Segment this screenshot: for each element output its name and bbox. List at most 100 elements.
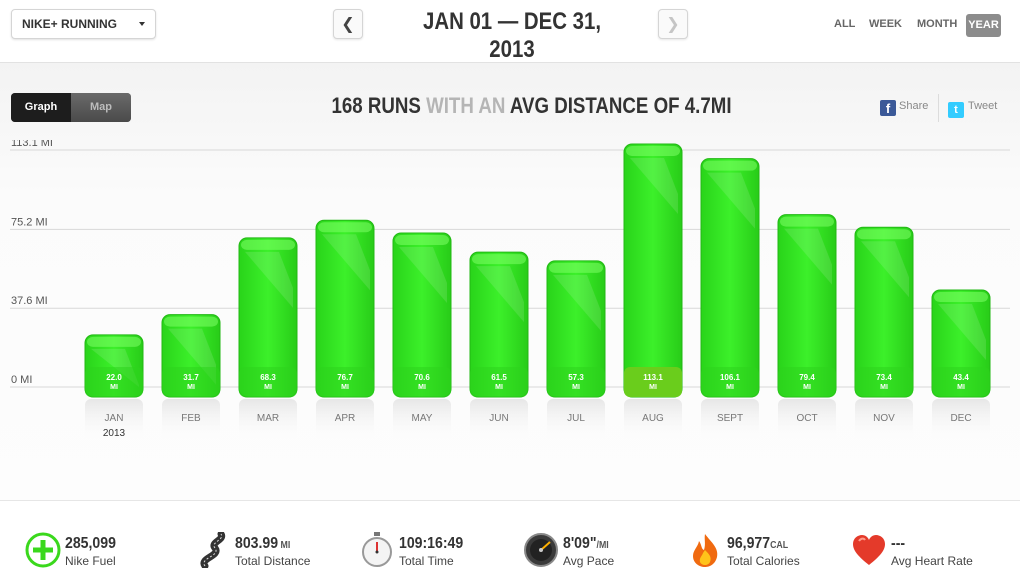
y-tick-label: 0 MI	[11, 374, 32, 386]
x-tick-label: APR	[335, 413, 356, 424]
stat-value: 803.99	[235, 535, 279, 552]
bar-cap	[857, 229, 911, 240]
stat-label: Total Time	[399, 554, 454, 568]
bar-label-band	[932, 367, 990, 397]
next-period-button[interactable]: ❯	[658, 9, 688, 39]
graph-view-button[interactable]: Graph	[11, 93, 71, 122]
bar-gloss	[476, 266, 524, 323]
bar-mar[interactable]: 68.3 MI MAR	[238, 237, 298, 440]
stat-unit: /MI	[596, 540, 609, 551]
x-tick-label: JAN	[105, 413, 124, 424]
speedometer-icon	[524, 533, 558, 567]
bar-cap	[164, 316, 218, 327]
bar-value-label: 31.7	[183, 373, 199, 382]
bar-label-band	[701, 367, 759, 397]
stat-label: Avg Heart Rate	[891, 554, 973, 568]
stat-value: 285,099	[65, 535, 116, 552]
bar-unit-label: MI	[957, 384, 965, 391]
bar-gloss	[322, 234, 370, 291]
y-tick-label: 37.6 MI	[11, 295, 48, 307]
facebook-share-button[interactable]: f Share	[880, 100, 928, 116]
stat-unit: MI	[278, 540, 291, 551]
stat-label: Total Calories	[727, 554, 800, 568]
app-select-dropdown[interactable]: NIKE+ RUNNING	[11, 9, 156, 39]
bar-jun[interactable]: 61.5 MI JUN	[469, 251, 529, 440]
bar-label-band	[470, 367, 528, 397]
bar-gloss	[784, 228, 832, 285]
share-label: Share	[899, 100, 929, 112]
y-tick-label: 113.1 MI	[11, 140, 53, 149]
nike-fuel-plus-icon	[25, 532, 61, 568]
bar-value-label: 70.6	[414, 373, 430, 382]
bar-gloss	[707, 172, 755, 229]
bar-apr[interactable]: 76.7 MI APR	[315, 219, 375, 440]
chevron-left-icon: ❮	[341, 14, 355, 33]
bar-reflection	[316, 399, 374, 440]
x-tick-label: MAY	[412, 413, 433, 424]
x-tick-label: MAR	[257, 413, 279, 424]
bar-value-label: 43.4	[953, 373, 969, 382]
map-view-button[interactable]: Map	[71, 93, 131, 122]
bar-may[interactable]: 70.6 MI MAY	[392, 232, 452, 440]
stopwatch-icon	[362, 532, 392, 567]
period-all-button[interactable]: ALL	[834, 18, 856, 30]
stat-value: 8'09"	[563, 535, 597, 552]
bar-sept[interactable]: 106.1 MI SEPT	[700, 158, 760, 440]
app-select-label: NIKE+ RUNNING	[22, 17, 118, 31]
bar-dec[interactable]: 43.4 MI DEC	[931, 289, 991, 440]
caret-down-icon	[139, 22, 145, 26]
bar-label-band	[316, 367, 374, 397]
chevron-right-icon: ❯	[666, 14, 680, 33]
bar-unit-label: MI	[418, 384, 426, 391]
twitter-icon: t	[948, 102, 964, 118]
heart-icon	[853, 535, 885, 565]
bar-cap	[934, 292, 988, 303]
bar-value-label: 76.7	[337, 373, 353, 382]
bar-gloss	[553, 274, 601, 331]
previous-period-button[interactable]: ❮	[333, 9, 363, 39]
bar-jan[interactable]: 22.0 MI JAN	[84, 334, 144, 440]
bar-feb[interactable]: 31.7 MI FEB	[161, 314, 221, 440]
bar-label-band	[85, 367, 143, 397]
bar-unit-label: MI	[803, 384, 811, 391]
headline-runs: 168 RUNS	[331, 93, 427, 118]
bar-label-band	[855, 367, 913, 397]
bar-unit-label: MI	[264, 384, 272, 391]
headline-avg: AVG DISTANCE OF 4.7MI	[505, 93, 732, 118]
stat-value: 96,977	[727, 535, 771, 552]
bar-label-band	[624, 367, 682, 397]
bar-cap	[395, 235, 449, 246]
bar-value-label: 79.4	[799, 373, 815, 382]
summary-headline: 168 RUNS WITH AN AVG DISTANCE OF 4.7MI	[331, 93, 732, 119]
bar-oct[interactable]: 79.4 MI OCT	[777, 214, 837, 440]
x-tick-label: DEC	[950, 413, 971, 424]
period-month-button[interactable]: MONTH	[917, 18, 958, 30]
bar-unit-label: MI	[572, 384, 580, 391]
bar-aug[interactable]: 113.1 MI AUG	[623, 143, 683, 440]
bar-label-band	[547, 367, 605, 397]
period-year-button[interactable]: YEAR	[966, 14, 1001, 37]
tweet-button[interactable]: t Tweet	[948, 100, 997, 118]
bar-jul[interactable]: 57.3 MI JUL	[546, 260, 606, 440]
stat-value: 109:16:49	[399, 535, 464, 552]
bar-value-label: 61.5	[491, 373, 507, 382]
x-tick-label: OCT	[796, 413, 817, 424]
x-tick-label: FEB	[181, 413, 201, 424]
bar-unit-label: MI	[726, 384, 734, 391]
bar-reflection	[393, 399, 451, 440]
bar-nov[interactable]: 73.4 MI NOV	[854, 226, 914, 440]
bar-unit-label: MI	[649, 384, 657, 391]
bar-cap	[472, 254, 526, 265]
bar-gloss	[630, 158, 678, 214]
road-icon	[200, 532, 226, 568]
bar-reflection	[85, 399, 143, 440]
bar-cap	[241, 239, 295, 250]
x-tick-label: JUL	[567, 413, 585, 424]
bar-reflection	[162, 399, 220, 440]
bar-gloss	[861, 241, 909, 298]
x-tick-label: SEPT	[717, 413, 743, 424]
bar-reflection	[778, 399, 836, 440]
bar-cap	[626, 146, 680, 156]
period-week-button[interactable]: WEEK	[869, 18, 902, 30]
bar-cap	[549, 262, 603, 273]
